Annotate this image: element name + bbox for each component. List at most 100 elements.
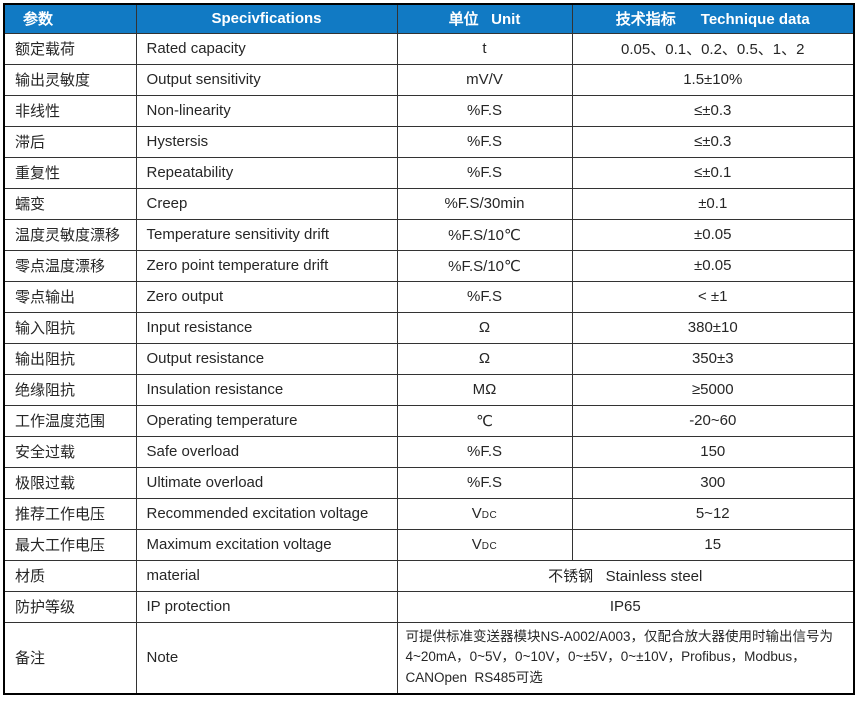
spec-cell: Temperature sensitivity drift: [135, 218, 398, 251]
param-cell: 温度灵敏度漂移: [3, 218, 137, 251]
spec-table-header: 参数 Specivfications 单位 Unit 技术指标 Techniqu…: [3, 3, 855, 34]
table-row: 零点输出 Zero output %F.S < ±1: [3, 280, 855, 313]
col-header-unit: 单位 Unit: [396, 3, 573, 34]
unit-cell: VDC: [396, 497, 573, 530]
param-cell: 重复性: [3, 156, 137, 189]
unit-cell: VDC: [396, 528, 573, 561]
value-cell: ≤±0.3: [571, 125, 855, 158]
unit-text: V: [471, 536, 482, 553]
unit-text: V: [471, 505, 482, 522]
unit-cell: MΩ: [396, 373, 573, 406]
unit-cell: %F.S: [396, 156, 573, 189]
param-cell: 绝缘阻抗: [3, 373, 137, 406]
unit-text: MΩ: [472, 381, 497, 398]
spec-table: 参数 Specivfications 单位 Unit 技术指标 Techniqu…: [3, 3, 855, 696]
unit-text: %F.S: [466, 474, 502, 491]
spec-cell: Maximum excitation voltage: [135, 528, 398, 561]
unit-text: %F.S/30min: [444, 195, 525, 212]
param-cell: 输入阻抗: [3, 311, 137, 344]
unit-text: Ω: [478, 319, 491, 336]
unit-text: %F.S: [466, 102, 502, 119]
unit-text: mV/V: [466, 71, 503, 88]
spec-cell: Recommended excitation voltage: [135, 497, 398, 530]
value-cell: 380±10: [571, 311, 855, 344]
merged-value-cell: 不锈钢 Stainless steel: [396, 559, 855, 592]
param-cell: 极限过载: [3, 466, 137, 499]
table-row: 重复性 Repeatability %F.S ≤±0.1: [3, 156, 855, 189]
spec-cell: Output resistance: [135, 342, 398, 375]
table-row: 材质 material 不锈钢 Stainless steel: [3, 559, 855, 592]
spec-cell: material: [135, 559, 398, 592]
param-cell: 非线性: [3, 94, 137, 127]
value-cell: ≤±0.1: [571, 156, 855, 189]
param-cell: 输出阻抗: [3, 342, 137, 375]
param-cell: 备注: [3, 621, 137, 695]
value-cell: ≤±0.3: [571, 94, 855, 127]
table-row: 绝缘阻抗 Insulation resistance MΩ ≥5000: [3, 373, 855, 406]
spec-cell: Output sensitivity: [135, 63, 398, 96]
table-row: 防护等级 IP protection IP65: [3, 590, 855, 623]
unit-text: %F.S/10℃: [448, 226, 521, 244]
unit-cell: mV/V: [396, 63, 573, 96]
table-row: 备注 Note 可提供标准变送器模块NS-A002/A003，仅配合放大器使用时输出…: [3, 621, 855, 695]
unit-cell: t: [396, 32, 573, 65]
table-row: 输入阻抗 Input resistance Ω 380±10: [3, 311, 855, 344]
spec-cell: Operating temperature: [135, 404, 398, 437]
col-header-technique-data: 技术指标 Technique data: [571, 3, 855, 34]
spec-cell: IP protection: [135, 590, 398, 623]
unit-text: t: [482, 40, 487, 57]
param-cell: 安全过载: [3, 435, 137, 468]
spec-cell: Non-linearity: [135, 94, 398, 127]
unit-cell: Ω: [396, 311, 573, 344]
unit-cell: %F.S: [396, 435, 573, 468]
spec-cell: Rated capacity: [135, 32, 398, 65]
table-row: 极限过载 Ultimate overload %F.S 300: [3, 466, 855, 499]
unit-text: %F.S: [466, 443, 502, 460]
spec-cell: Zero output: [135, 280, 398, 313]
unit-text: %F.S: [466, 288, 502, 305]
unit-subscript: DC: [481, 541, 498, 552]
spec-cell: Insulation resistance: [135, 373, 398, 406]
unit-text: Ω: [478, 350, 491, 367]
table-row: 工作温度范围 Operating temperature ℃ -20~60: [3, 404, 855, 437]
unit-cell: %F.S/10℃: [396, 218, 573, 251]
value-cell: ±0.1: [571, 187, 855, 220]
param-cell: 最大工作电压: [3, 528, 137, 561]
table-row: 非线性 Non-linearity %F.S ≤±0.3: [3, 94, 855, 127]
param-cell: 工作温度范围: [3, 404, 137, 437]
unit-cell: %F.S: [396, 125, 573, 158]
table-row: 温度灵敏度漂移 Temperature sensitivity drift %F.S…: [3, 218, 855, 251]
unit-text: ℃: [476, 412, 493, 430]
table-row: 安全过载 Safe overload %F.S 150: [3, 435, 855, 468]
unit-cell: ℃: [396, 404, 573, 437]
value-cell: 0.05、0.1、0.2、0.5、1、2: [571, 32, 855, 65]
param-cell: 输出灵敏度: [3, 63, 137, 96]
value-cell: < ±1: [571, 280, 855, 313]
spec-cell: Input resistance: [135, 311, 398, 344]
param-cell: 推荐工作电压: [3, 497, 137, 530]
param-cell: 零点输出: [3, 280, 137, 313]
value-cell: 300: [571, 466, 855, 499]
spec-cell: Creep: [135, 187, 398, 220]
value-cell: 5~12: [571, 497, 855, 530]
value-cell: ±0.05: [571, 249, 855, 282]
param-cell: 零点温度漂移: [3, 249, 137, 282]
value-cell: 1.5±10%: [571, 63, 855, 96]
value-cell: -20~60: [571, 404, 855, 437]
table-row: 输出灵敏度 Output sensitivity mV/V 1.5±10%: [3, 63, 855, 96]
param-cell: 蠕变: [3, 187, 137, 220]
unit-cell: %F.S/10℃: [396, 249, 573, 282]
col-header-param: 参数: [3, 3, 137, 34]
unit-cell: %F.S: [396, 94, 573, 127]
param-cell: 材质: [3, 559, 137, 592]
unit-cell: %F.S: [396, 280, 573, 313]
table-row: 推荐工作电压 Recommended excitation voltage VDC 5…: [3, 497, 855, 530]
spec-cell: Repeatability: [135, 156, 398, 189]
spec-cell: Safe overload: [135, 435, 398, 468]
unit-cell: %F.S: [396, 466, 573, 499]
value-cell: 350±3: [571, 342, 855, 375]
unit-text: %F.S: [466, 133, 502, 150]
table-row: 零点温度漂移 Zero point temperature drift %F.S/1…: [3, 249, 855, 282]
value-cell: 150: [571, 435, 855, 468]
